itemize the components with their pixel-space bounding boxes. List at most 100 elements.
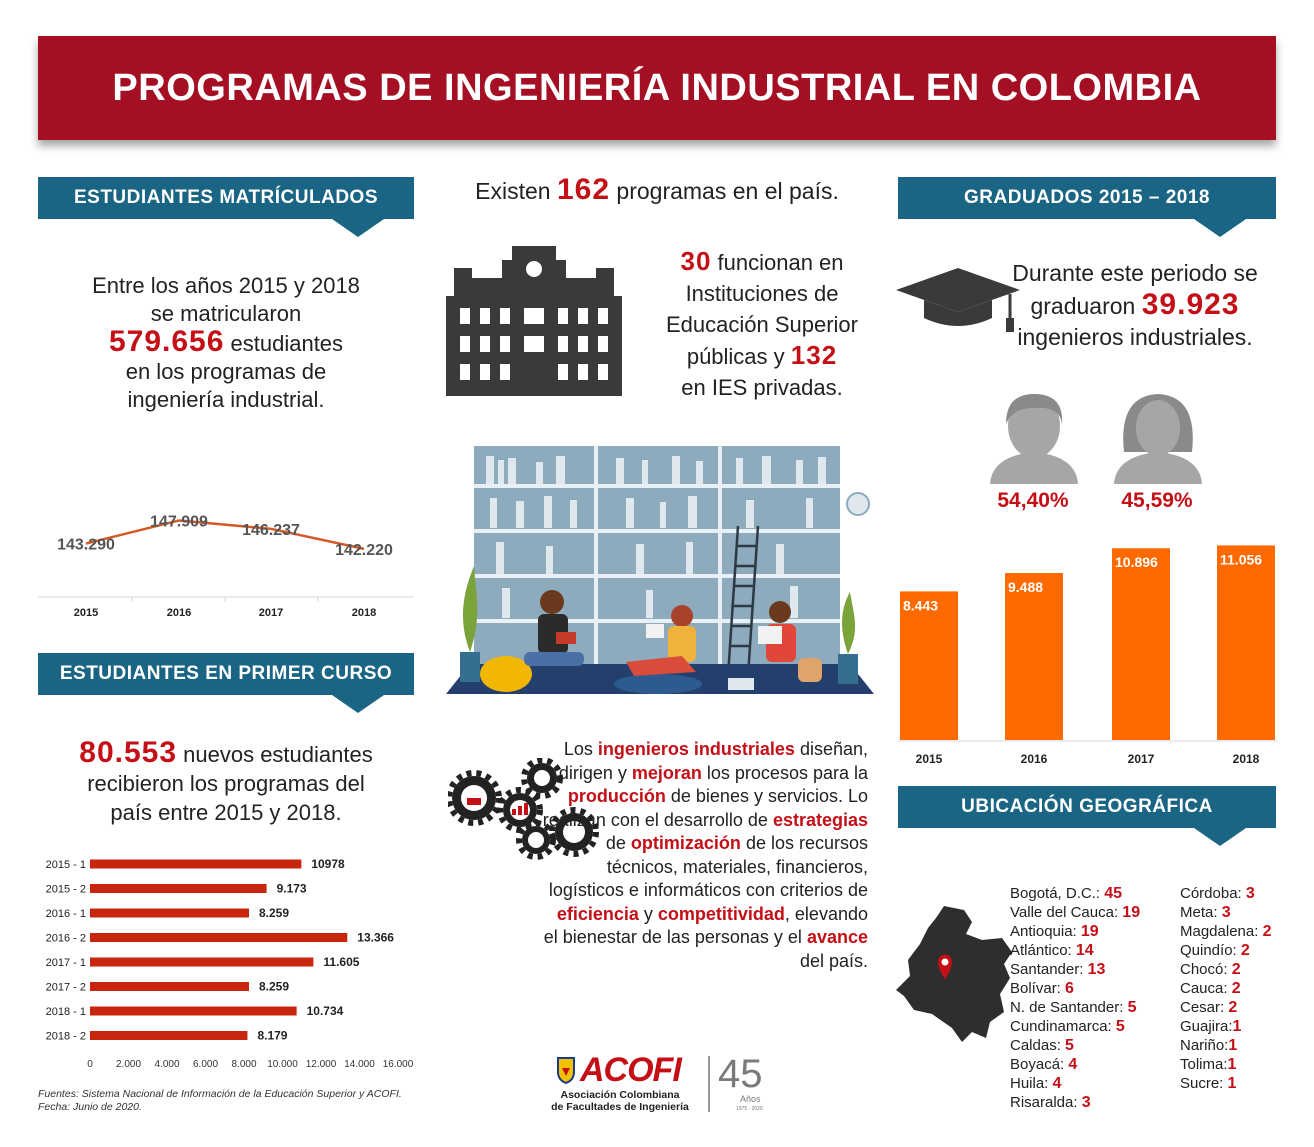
desc-part-1: Los xyxy=(563,739,598,759)
desc-part-5: de xyxy=(605,833,631,853)
hbar-x-tick-label: 16.000 xyxy=(383,1059,414,1070)
location-item: Caldas: 5 xyxy=(1010,1036,1140,1055)
hbar-bar xyxy=(90,957,314,967)
location-count: 5 xyxy=(1127,999,1137,1016)
programs-suffix: programas en el país. xyxy=(610,178,839,204)
first-year-line-1: nuevos estudiantes xyxy=(177,742,373,767)
line-chart-series xyxy=(85,519,365,551)
graduates-number: 39.923 xyxy=(1141,288,1240,321)
location-count: 3 xyxy=(1081,1094,1091,1111)
desc-part-2: diseñan, dirigen y xyxy=(558,739,868,783)
vbar-x-tick-label: 2018 xyxy=(1233,752,1260,766)
graduates-line-3: ingenieros industriales. xyxy=(1017,324,1253,350)
location-item: Magdalena: 2 xyxy=(1180,922,1271,941)
line-data-label: 143.290 xyxy=(57,537,115,554)
location-count: 1 xyxy=(1232,1018,1242,1035)
location-count: 1 xyxy=(1227,1056,1237,1073)
acofi-logo: ACOFI Asociación Colombiana de Facultade… xyxy=(540,1051,700,1115)
graduates-text: Durante este periodo se graduaron 39.923… xyxy=(990,258,1280,353)
hbar-category-label: 2015 - 2 xyxy=(46,884,86,896)
location-item: Nariño:1 xyxy=(1180,1036,1271,1055)
location-item: Antioquia: 19 xyxy=(1010,922,1140,941)
enrolled-line-4: en los programas de xyxy=(125,359,327,384)
building-icon xyxy=(446,246,622,396)
acofi-line-1: Asociación Colombiana xyxy=(560,1089,680,1101)
desc-highlight-8: avance xyxy=(806,927,868,947)
vbar-bar xyxy=(1217,545,1275,740)
location-name: Meta: xyxy=(1180,904,1222,921)
vbar-x-tick-label: 2016 xyxy=(1021,752,1048,766)
locations-left-list: Bogotá, D.C.: 45 Valle del Cauca: 19 Antio… xyxy=(1010,884,1140,1112)
acofi-shield-icon xyxy=(557,1057,575,1084)
location-item: Córdoba: 3 xyxy=(1180,884,1271,903)
anniversary-range: 1975 - 2020 xyxy=(736,1106,763,1112)
programs-prefix: Existen xyxy=(475,178,557,204)
desc-highlight-1: ingenieros industriales xyxy=(597,739,795,759)
location-item: Cauca: 2 xyxy=(1180,979,1271,998)
hbar-bar xyxy=(90,908,249,918)
public-line-2: Instituciones de xyxy=(685,281,839,306)
public-line-3: Educación Superior xyxy=(665,312,858,337)
section-header-enrolled: ESTUDIANTES MATRÍCULADOS xyxy=(38,177,414,219)
location-name: Bolívar: xyxy=(1010,980,1066,997)
location-name: Tolima: xyxy=(1180,1056,1228,1073)
location-name: Huila: xyxy=(1010,1075,1053,1092)
vbar-bar xyxy=(900,591,958,740)
location-count: 45 xyxy=(1104,885,1123,902)
enrolled-text: Entre los años 2015 y 2018 se matricular… xyxy=(38,272,414,414)
desc-highlight-4: estrategias xyxy=(772,809,868,830)
location-name: Guajira: xyxy=(1180,1018,1233,1035)
section-title-location: UBICACIÓN GEOGRÁFICA xyxy=(961,796,1213,817)
location-item: Huila: 4 xyxy=(1010,1074,1140,1093)
location-item: Chocó: 2 xyxy=(1180,960,1271,979)
female-percent: 45,59% xyxy=(1121,489,1193,512)
location-name: Chocó: xyxy=(1180,961,1232,978)
desc-highlight-5: optimización xyxy=(630,833,741,853)
location-item: Guajira:1 xyxy=(1180,1017,1271,1036)
location-count: 2 xyxy=(1231,961,1241,978)
location-count: 4 xyxy=(1052,1075,1062,1092)
location-item: Atlántico: 14 xyxy=(1010,941,1140,960)
desc-highlight-6: eficiencia xyxy=(556,903,639,924)
programs-number: 162 xyxy=(556,173,611,206)
desc-part-3: los procesos para la xyxy=(701,762,868,783)
anniversary-label: Años xyxy=(740,1094,761,1104)
acofi-name: ACOFI xyxy=(580,1051,682,1089)
enrolled-line-5: ingeniería industrial. xyxy=(127,387,325,412)
location-item: Santander: 13 xyxy=(1010,960,1140,979)
hbar-bar xyxy=(90,859,302,869)
location-item: Bolívar: 6 xyxy=(1010,979,1140,998)
desc-part-7: y xyxy=(638,903,658,924)
location-count: 19 xyxy=(1122,904,1141,921)
location-name: Santander: xyxy=(1010,961,1088,978)
desc-part-9: del país. xyxy=(799,950,868,971)
footer-line-2: Fecha: Junio de 2020. xyxy=(38,1101,142,1113)
location-count: 2 xyxy=(1231,980,1241,997)
location-item: Quindío: 2 xyxy=(1180,941,1271,960)
desc-part-6: de los recursos técnicos, materiales, fi… xyxy=(548,833,868,900)
private-line-5: en IES privadas. xyxy=(681,375,843,400)
hbar-value-label: 10978 xyxy=(311,857,345,871)
enrolled-line-1: Entre los años 2015 y 2018 xyxy=(92,273,360,298)
public-line-4: públicas y xyxy=(686,344,791,369)
line-x-tick-label: 2015 xyxy=(74,607,98,619)
enrolled-line-3: estudiantes xyxy=(224,331,344,356)
graduates-bar-chart: 8.443 2015 9.488 2016 10.896 2017 11.056 2018 xyxy=(898,545,1278,766)
hbar-category-label: 2017 - 2 xyxy=(46,982,86,994)
anniversary-number: 45 xyxy=(718,1052,763,1096)
first-year-bar-chart: 2015 - 1 10978 2015 - 2 9.173 2016 - 1 8.259 2… xyxy=(46,857,414,1070)
vbar-bar xyxy=(1112,548,1170,740)
location-count: 14 xyxy=(1075,942,1094,959)
sources-footer: Fuentes: Sistema Nacional de Información… xyxy=(38,1088,402,1114)
location-name: Cundinamarca: xyxy=(1010,1018,1116,1035)
location-item: N. de Santander: 5 xyxy=(1010,998,1140,1017)
public-private-text: 30 funcionan en Instituciones de Educaci… xyxy=(640,246,884,403)
graduates-line-2: graduaron xyxy=(1030,293,1142,319)
hbar-x-tick-label: 0 xyxy=(87,1059,93,1070)
hbar-category-label: 2016 - 1 xyxy=(46,908,86,920)
male-percent: 54,40% xyxy=(997,489,1069,512)
hbar-value-label: 13.366 xyxy=(357,931,394,945)
location-item: Cesar: 2 xyxy=(1180,998,1271,1017)
vbar-value-label: 11.056 xyxy=(1220,551,1262,567)
location-name: Antioquia: xyxy=(1010,923,1081,940)
